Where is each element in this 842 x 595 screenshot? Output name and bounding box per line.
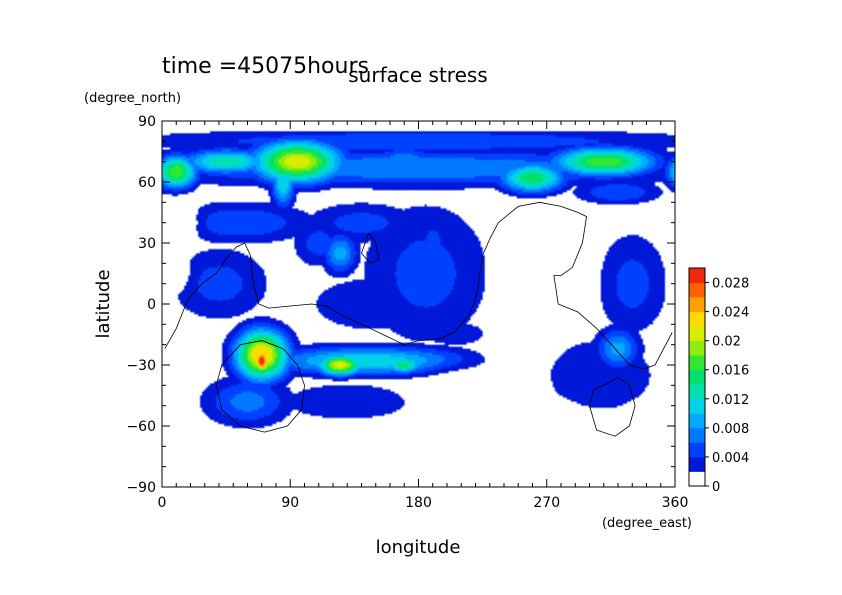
- x-tick-label: 360: [662, 495, 689, 511]
- colorbar-label: 0: [712, 480, 720, 495]
- y-tick-label: 90: [138, 114, 156, 130]
- x-tick-label: 270: [533, 495, 560, 511]
- x-axis-label: longitude: [376, 537, 461, 558]
- colorbar-label: 0.024: [712, 306, 749, 321]
- colorbar-swatch: [689, 268, 705, 283]
- colorbar-swatch: [689, 282, 705, 298]
- y-tick-label: 30: [138, 236, 156, 252]
- coastline: [589, 376, 636, 437]
- y-tick-label: 60: [138, 175, 156, 191]
- coastlines: [164, 201, 673, 437]
- y-tick-label: 0: [147, 297, 156, 313]
- colorbar-swatch: [689, 427, 705, 443]
- colorbar-label: 0.004: [712, 451, 749, 466]
- colorbar-swatch: [689, 384, 705, 400]
- coastline: [361, 232, 380, 264]
- colorbar-swatch: [689, 340, 705, 356]
- plot-area: [162, 121, 675, 487]
- colorbar-swatch: [689, 413, 705, 429]
- x-axis: 0 90 180 270 360: [158, 121, 689, 511]
- y-axis: 90 60 30 0 −30 −60 −90: [126, 114, 675, 496]
- colorbar-swatch: [689, 297, 705, 312]
- colorbar-swatch: [689, 326, 705, 342]
- chart-title: surface stress: [348, 63, 487, 87]
- colorbar-label: 0.012: [712, 393, 749, 408]
- colorbar-swatch: [689, 442, 705, 458]
- colorbar-label: 0.02: [712, 335, 741, 350]
- colorbar-label: 0.028: [712, 277, 749, 292]
- colorbar-frame: [688, 267, 706, 487]
- colorbar-swatch: [689, 456, 705, 472]
- colorbar-label: 0.008: [712, 422, 749, 437]
- y-tick-label: −30: [126, 358, 156, 374]
- colorbar: 0.028 0.024 0.02 0.016 0.012 0.008 0.004 0: [688, 267, 749, 495]
- x-unit-label: (degree_east): [602, 516, 692, 531]
- coastline: [164, 201, 673, 370]
- heatmap-field: [162, 121, 675, 487]
- x-tick-label: 180: [405, 495, 432, 511]
- colorbar-swatch: [689, 471, 705, 487]
- colorbar-swatch: [689, 355, 705, 371]
- x-tick-label: 0: [158, 495, 167, 511]
- time-label: time =45075hours: [162, 54, 369, 79]
- coastline: [215, 340, 305, 433]
- y-unit-label: (degree_north): [84, 91, 181, 106]
- colorbar-label: 0.016: [712, 364, 749, 379]
- y-tick-label: −60: [126, 419, 156, 435]
- colorbar-swatch: [689, 398, 705, 414]
- y-axis-label: latitude: [93, 269, 114, 338]
- colorbar-swatch: [689, 369, 705, 385]
- colorbar-swatch: [689, 311, 705, 327]
- y-tick-label: −90: [126, 480, 156, 496]
- x-tick-label: 90: [281, 495, 299, 511]
